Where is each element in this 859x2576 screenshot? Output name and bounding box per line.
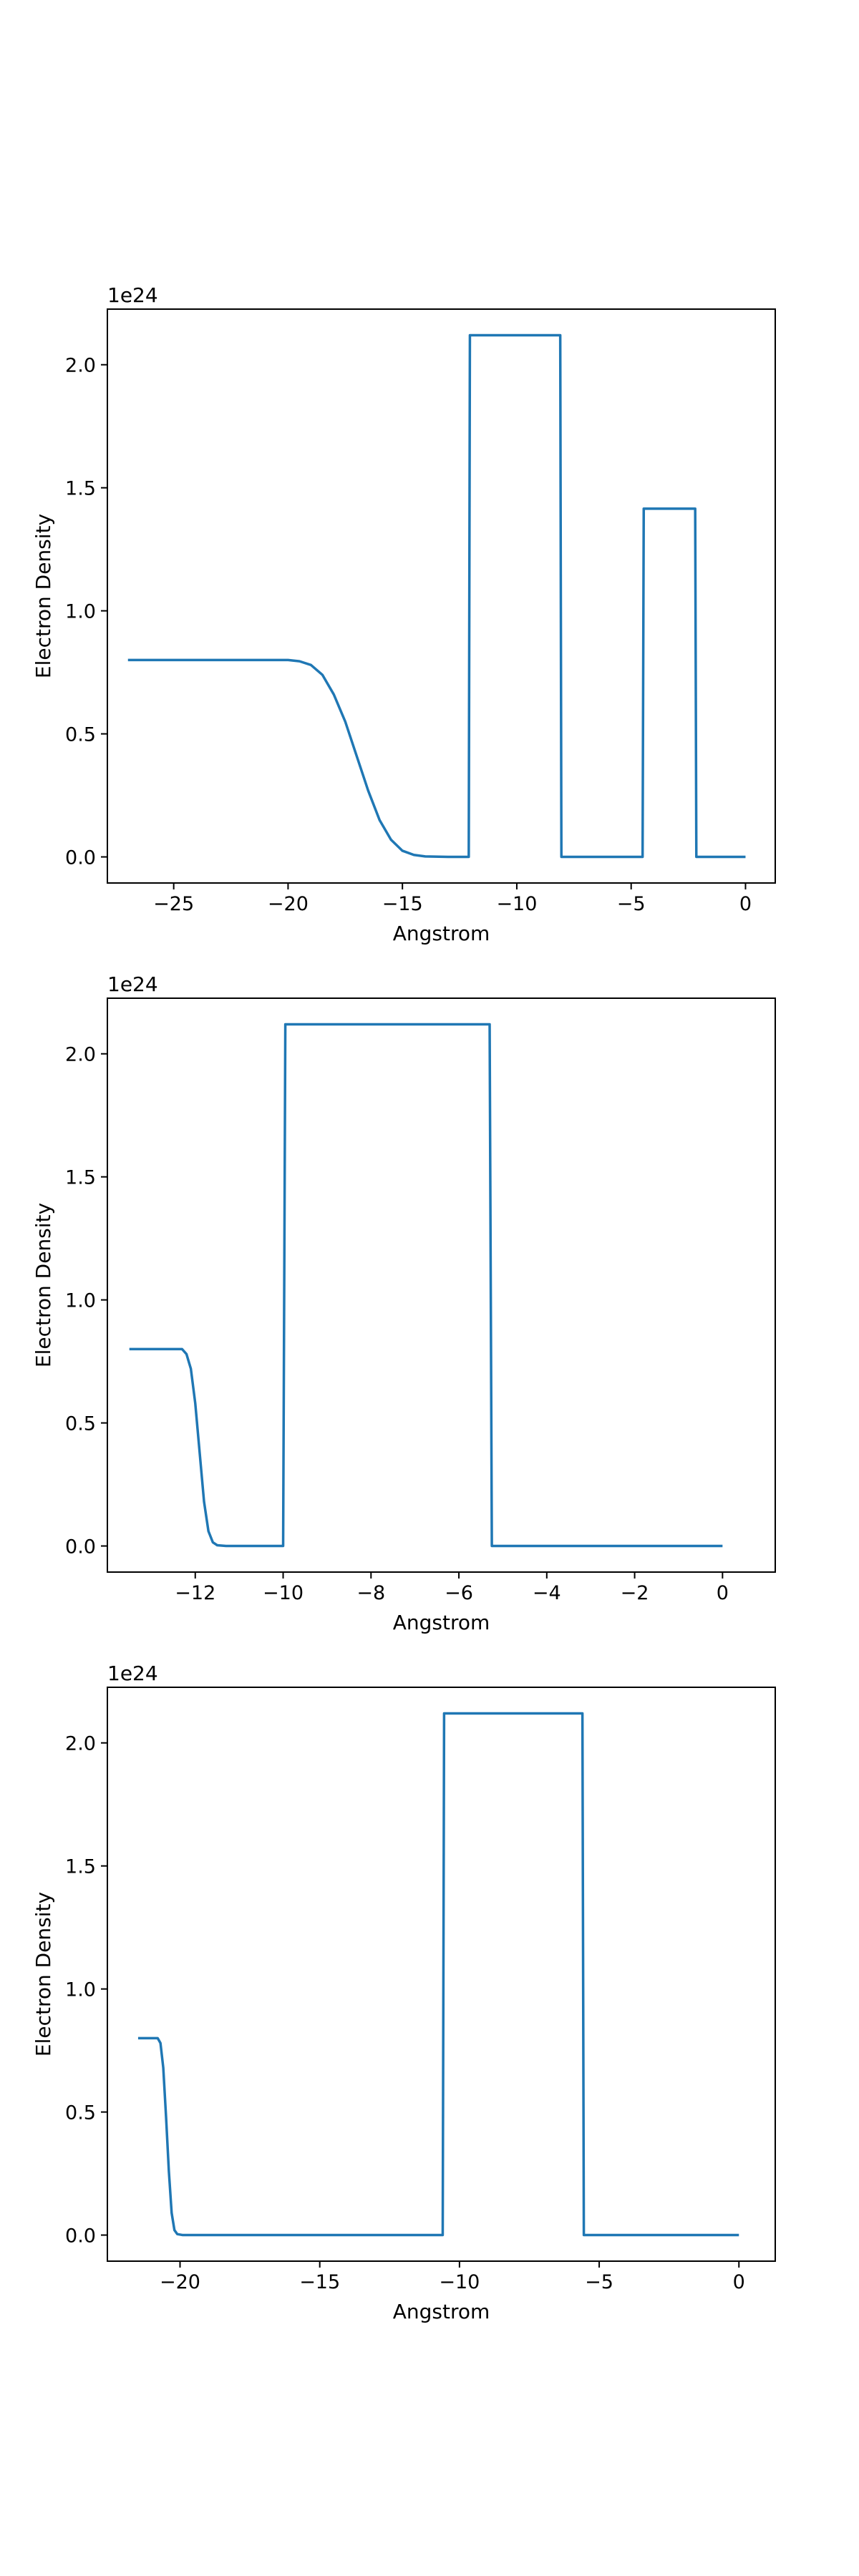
y-tick-label: 0.0 (65, 847, 96, 869)
x-tick-label: −5 (617, 893, 646, 915)
y-tick-label: 0.5 (65, 724, 96, 746)
x-tick-label: −6 (445, 1582, 473, 1604)
y-tick-label: 2.0 (65, 1733, 96, 1755)
x-tick-label: −2 (621, 1582, 649, 1604)
chart-panel-3: −20 −15 −10 −5 0 0.0 0.5 1.0 1.5 2.0 1e24 Angstrom E… (31, 1662, 776, 2323)
series-line-1 (127, 333, 746, 859)
y-tick-label: 0.5 (65, 2102, 96, 2124)
y-tick-label: 1.0 (65, 1979, 96, 2001)
y-tick-label: 1.5 (65, 1856, 96, 1878)
y-tick-label: 1.0 (65, 601, 96, 623)
y-tick-label: 1.5 (65, 1167, 96, 1189)
y-tick-label: 0.5 (65, 1413, 96, 1435)
x-tick-label: −10 (263, 1582, 304, 1604)
x-tick-label: −15 (299, 2271, 340, 2293)
x-tick-label: −12 (175, 1582, 215, 1604)
y-tick-label: 0.0 (65, 1536, 96, 1558)
series-line-1 (137, 1712, 739, 2237)
axes-frame (107, 1687, 776, 2262)
x-tick-label: −20 (268, 893, 309, 915)
x-tick-label: −15 (382, 893, 423, 915)
y-offset-label: 1e24 (107, 972, 158, 996)
x-tick-label: −25 (153, 893, 194, 915)
x-tick-label: 0 (733, 2271, 745, 2293)
series-line-1 (129, 1023, 723, 1548)
y-axis-label: Electron Density (31, 1892, 55, 2057)
x-tick-label: −20 (160, 2271, 200, 2293)
y-axis-label: Electron Density (31, 514, 55, 678)
chart-panel-1: −25 −20 −15 −10 −5 0 0.0 0.5 1.0 1.5 2.0 1e24 Angstr… (31, 283, 776, 945)
y-tick-label: 1.5 (65, 478, 96, 500)
y-tick-label: 2.0 (65, 355, 96, 377)
x-tick-label: 0 (717, 1582, 729, 1604)
x-axis-label: Angstrom (393, 2300, 490, 2323)
y-offset-label: 1e24 (107, 283, 158, 307)
x-tick-label: −10 (496, 893, 537, 915)
x-axis-label: Angstrom (393, 1611, 490, 1634)
x-tick-label: −10 (439, 2271, 480, 2293)
x-tick-label: −8 (356, 1582, 385, 1604)
x-axis-label: Angstrom (393, 922, 490, 945)
y-offset-label: 1e24 (107, 1662, 158, 1685)
x-tick-label: −5 (585, 2271, 613, 2293)
axes-frame (107, 308, 776, 884)
y-tick-label: 0.0 (65, 2225, 96, 2248)
y-tick-label: 1.0 (65, 1290, 96, 1312)
x-tick-label: 0 (739, 893, 752, 915)
x-tick-label: −4 (533, 1582, 561, 1604)
y-axis-label: Electron Density (31, 1203, 55, 1367)
axes-frame (107, 997, 776, 1573)
chart-panel-2: −12 −10 −8 −6 −4 −2 0 0.0 0.5 1.0 1.5 2.0 1e24 Angstr… (31, 972, 776, 1634)
y-tick-label: 2.0 (65, 1044, 96, 1066)
